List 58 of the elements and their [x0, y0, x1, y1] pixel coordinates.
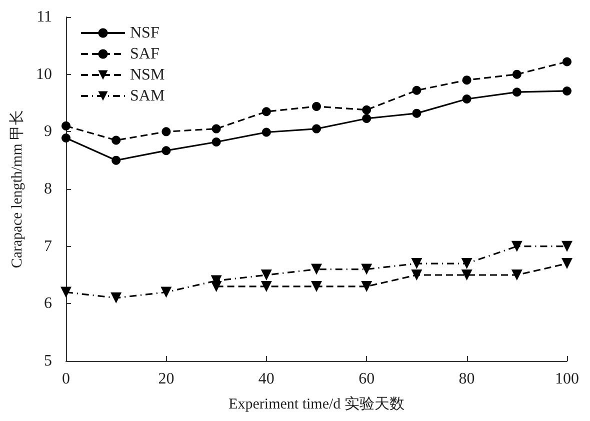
y-tick-label: 11 — [36, 8, 52, 26]
point — [110, 292, 122, 304]
point — [60, 286, 72, 298]
legend-label: SAF — [130, 46, 160, 62]
x-tick-label: 20 — [158, 370, 174, 388]
point — [262, 128, 271, 137]
point — [562, 86, 572, 96]
point — [461, 258, 472, 270]
point — [212, 124, 221, 134]
point — [412, 86, 422, 95]
legend-label: NSF — [130, 24, 160, 42]
point — [362, 114, 372, 123]
point — [260, 270, 272, 280]
x-tick-label: 60 — [358, 370, 375, 388]
point — [362, 105, 372, 114]
point — [311, 280, 322, 292]
point — [262, 107, 271, 116]
y-tick-label: 5 — [44, 352, 52, 370]
point — [312, 102, 321, 111]
point — [461, 270, 472, 280]
y-tick-label: 10 — [36, 66, 52, 83]
point — [112, 136, 121, 145]
point — [462, 94, 472, 104]
point — [511, 270, 522, 280]
point — [160, 286, 172, 298]
y-tick-label: 8 — [44, 180, 52, 198]
point — [162, 127, 171, 136]
point — [462, 76, 472, 85]
point — [512, 88, 522, 97]
x-tick-label: 0 — [62, 370, 70, 388]
point — [412, 108, 422, 118]
legend-label: SAM — [130, 88, 165, 104]
point — [562, 240, 572, 252]
point — [62, 133, 70, 142]
point — [562, 57, 572, 66]
point — [361, 264, 372, 275]
point — [361, 280, 372, 292]
point — [411, 270, 422, 280]
point — [512, 70, 522, 79]
point — [511, 240, 522, 252]
point — [312, 124, 321, 134]
x-tick-label: 80 — [458, 370, 475, 388]
x-tick-label: 100 — [555, 370, 579, 388]
y-axis-title: Carapace length/mm 甲长 — [8, 110, 26, 268]
point — [562, 258, 572, 270]
point — [411, 258, 422, 270]
x-tick-label: 40 — [258, 370, 274, 388]
point — [260, 280, 272, 292]
point — [311, 264, 322, 275]
point — [62, 121, 70, 130]
y-tick-label: 7 — [44, 238, 52, 255]
y-tick-label: 6 — [44, 295, 52, 312]
point — [212, 137, 221, 146]
legend-label: NSM — [130, 66, 165, 84]
point — [162, 146, 171, 156]
point — [112, 156, 121, 165]
y-tick-label: 9 — [44, 123, 52, 140]
x-axis-title: Experiment time/d 实验天数 — [228, 396, 404, 412]
